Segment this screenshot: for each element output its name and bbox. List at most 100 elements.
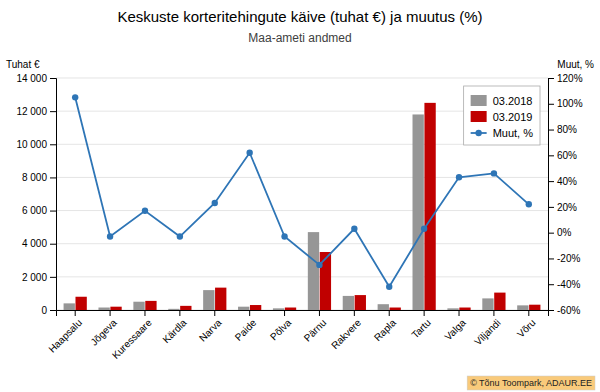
tick-mark [548, 130, 554, 131]
tick-mark [459, 310, 460, 316]
tick: 2 000 [22, 272, 56, 283]
tick-label: 4 000 [22, 238, 47, 249]
tick-mark [528, 310, 529, 316]
tick-label: Kuressaare [110, 317, 154, 361]
grid-line [56, 243, 548, 244]
tick-label: Jõgeva [88, 317, 119, 348]
tick-label: Haapsalu [46, 317, 84, 355]
tick-mark [110, 310, 111, 316]
tick: Haapsalu [46, 310, 84, 355]
bar [250, 305, 261, 310]
axis-line [57, 311, 549, 317]
legend-swatch [471, 111, 487, 122]
tick-label: 100% [557, 98, 583, 109]
tick: -20% [548, 253, 580, 264]
tick-mark [548, 258, 554, 259]
annotation-box [467, 376, 595, 390]
marker [386, 284, 392, 290]
tick: Narva [197, 310, 224, 344]
tick-label: Võru [515, 317, 538, 340]
tick-label: Valga [442, 317, 468, 343]
tick-label: Kärdla [160, 317, 189, 346]
bar [494, 293, 505, 310]
tick: Valga [442, 310, 468, 342]
bar [517, 305, 528, 310]
bar [320, 252, 331, 310]
tick: Pärnu [302, 310, 329, 344]
tick-label: -60% [557, 305, 580, 316]
tick-label: 6 000 [22, 205, 47, 216]
bar [424, 103, 435, 310]
tick: -60% [548, 305, 580, 316]
chart: Keskuste korteritehingute käive (tuhat €… [0, 0, 600, 392]
marker [351, 226, 357, 232]
bar [203, 290, 214, 310]
tick-label: Paide [233, 317, 259, 343]
bar [180, 306, 191, 310]
tick-mark [214, 310, 215, 316]
bar [238, 307, 249, 310]
tick: 6 000 [22, 205, 56, 216]
bar [482, 298, 493, 310]
tick-mark [354, 310, 355, 316]
tick: Tartu [409, 310, 433, 341]
bar [215, 288, 226, 310]
tick-mark [548, 78, 554, 79]
tick: 12 000 [16, 106, 56, 117]
legend-label: 03.2018 [493, 95, 533, 107]
tick: 80% [548, 124, 577, 135]
annotation: © Tõnu Toompark, ADAUR.EE [467, 376, 595, 390]
tick: 40% [548, 176, 577, 187]
tick: -40% [548, 279, 580, 290]
marker [212, 200, 218, 206]
tick: Kuressaare [110, 310, 154, 361]
bar [343, 296, 354, 310]
tick-label: 20% [557, 202, 577, 213]
tick-mark [50, 211, 56, 212]
marker [177, 233, 183, 239]
legend: 03.201803.2019Muut, % [464, 86, 540, 145]
line-series [72, 94, 532, 290]
bar [145, 301, 156, 310]
y2-axis-label: Muut, % [557, 59, 594, 70]
bar [168, 309, 179, 310]
marker [421, 226, 427, 232]
tick-mark [50, 244, 56, 245]
bar [64, 303, 75, 310]
tick-mark [424, 310, 425, 316]
tick-label: -20% [557, 253, 580, 264]
tick-mark [50, 277, 56, 278]
bar [413, 114, 424, 310]
bar [285, 308, 296, 310]
tick-label: Viljandi [472, 317, 502, 347]
tick-label: -40% [557, 279, 580, 290]
bar [529, 305, 540, 310]
tick-mark [493, 310, 494, 316]
bar [378, 304, 389, 310]
marker [142, 208, 148, 214]
axis-line [549, 79, 555, 311]
tick-label: 120% [557, 73, 583, 84]
legend-swatch [475, 130, 481, 136]
tick: Viljandi [472, 310, 502, 347]
tick: 60% [548, 150, 577, 161]
bar [98, 308, 109, 310]
tick-mark [319, 310, 320, 316]
tick-label: 14 000 [16, 73, 47, 84]
tick-mark [389, 310, 390, 316]
marker [456, 174, 462, 180]
tick-label: Rakvere [329, 317, 363, 351]
tick-label: Pärnu [302, 317, 329, 344]
tick: Rapla [372, 310, 399, 343]
grid-line [56, 276, 548, 277]
tick-mark [50, 177, 56, 178]
tick-mark [548, 233, 554, 234]
legend-label: 03.2019 [493, 111, 533, 123]
tick: Rakvere [329, 310, 363, 351]
tick-label: 12 000 [16, 106, 47, 117]
tick: 8 000 [22, 172, 56, 183]
tick-mark [548, 181, 554, 182]
legend-box [464, 86, 540, 145]
tick-mark [50, 78, 56, 79]
bar-series [64, 114, 529, 310]
